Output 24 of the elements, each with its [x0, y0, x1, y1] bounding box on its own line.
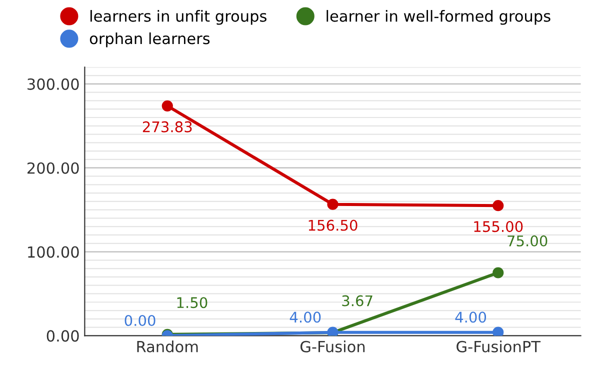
point	[327, 198, 338, 210]
data-label: 75.00	[508, 235, 548, 246]
y-tick-label: 300.00	[28, 78, 79, 90]
point	[492, 326, 504, 336]
x-tick-label: G-FusionPT	[456, 340, 541, 352]
data-label: 3.67	[342, 295, 372, 306]
data-label: 4.00	[290, 312, 321, 323]
point	[492, 267, 504, 278]
data-label: 1.50	[177, 297, 208, 308]
y-tick-label: 200.00	[28, 162, 79, 174]
legend-label: orphan learners	[90, 32, 210, 48]
y-tick-label: 100.00	[28, 246, 79, 258]
data-label: 155.00	[474, 221, 523, 232]
legend-label: learner in well-formed groups	[326, 10, 550, 25]
data-label: 273.83	[142, 121, 192, 132]
data-label: 4.00	[455, 312, 486, 323]
legend-label: learners in unfit groups	[90, 10, 266, 25]
x-tick-label: G-Fusion	[300, 340, 365, 352]
x-tick-label: Random	[137, 340, 198, 352]
point	[162, 100, 173, 112]
point	[492, 200, 504, 212]
y-tick-label: 0.00	[46, 330, 79, 342]
data-label: 156.50	[308, 220, 358, 231]
data-label: 0.00	[124, 315, 156, 326]
